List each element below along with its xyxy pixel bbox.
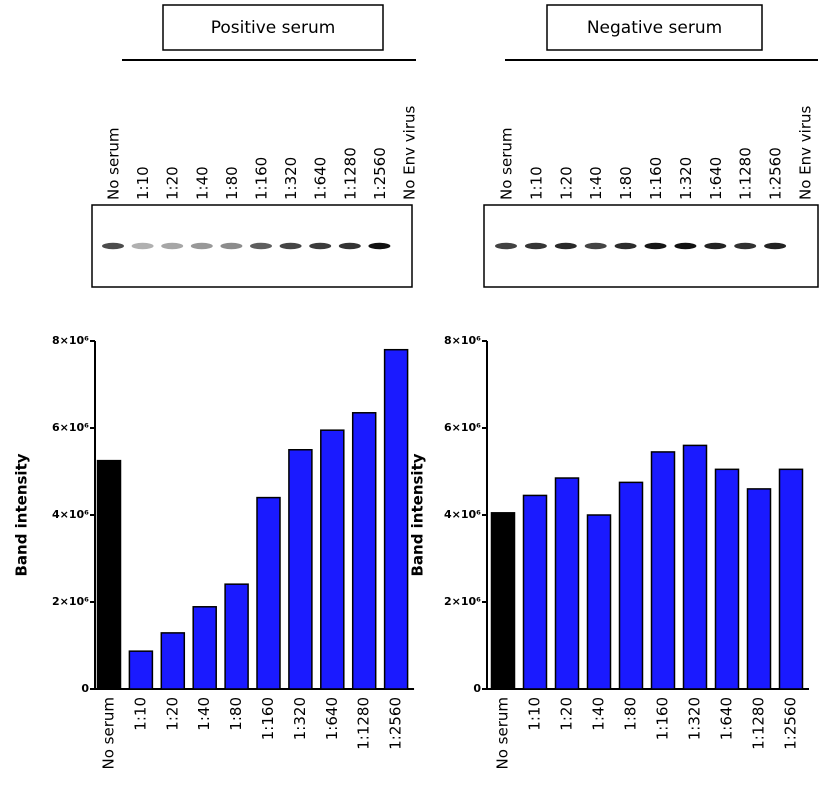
- lane-label: 1:20: [557, 166, 575, 200]
- bar: [193, 607, 216, 689]
- y-tick-label: 8×10⁶: [52, 334, 89, 347]
- figure: Positive serum No serum 1:10 1:20 1:40 1:80 1:…: [0, 0, 824, 793]
- blot-band: [132, 243, 154, 249]
- lane-label: 1:2560: [371, 147, 389, 200]
- bar: [716, 469, 739, 689]
- blot-band: [191, 243, 213, 249]
- blot-band: [220, 243, 242, 249]
- x-tick-label: 1:320: [291, 697, 309, 740]
- header-label: Positive serum: [211, 18, 336, 38]
- x-tick-label: 1:2560: [782, 697, 800, 750]
- blot-band: [764, 243, 786, 249]
- y-axis-title: Band intensity: [409, 453, 427, 576]
- bar: [780, 469, 803, 689]
- lane-label: 1:40: [193, 166, 211, 200]
- bar: [588, 515, 611, 689]
- y-tick-label: 6×10⁶: [444, 421, 481, 434]
- y-tick-label: 2×10⁶: [52, 595, 89, 608]
- bar: [492, 513, 515, 689]
- x-tick-label: 1:640: [718, 697, 736, 740]
- x-tick-label: 1:160: [259, 697, 277, 740]
- bar: [257, 498, 280, 689]
- lane-label: No serum: [498, 128, 516, 201]
- y-tick-label: 4×10⁶: [52, 508, 89, 521]
- x-tick-label: 1:20: [558, 697, 576, 731]
- x-tick-label: 1:80: [622, 697, 640, 731]
- bar: [289, 450, 312, 689]
- lane-label: 1:20: [164, 166, 182, 200]
- blot-band: [525, 243, 547, 249]
- x-tick-label: 1:10: [526, 697, 544, 731]
- y-tick-label: 0: [473, 682, 481, 695]
- blot-band: [280, 243, 302, 249]
- blot-band: [309, 243, 331, 249]
- bar: [129, 651, 152, 689]
- lane-label: 1:160: [253, 157, 271, 200]
- lane-label: 1:160: [647, 157, 665, 200]
- x-tick-label: 1:160: [654, 697, 672, 740]
- lane-label: 1:640: [707, 157, 725, 200]
- blot-band: [585, 243, 607, 249]
- blot-band: [339, 243, 361, 249]
- bar: [385, 350, 408, 689]
- lane-label: 1:1280: [341, 147, 359, 200]
- blot-band: [368, 243, 390, 249]
- lane-label: 1:10: [527, 166, 545, 200]
- blot-band: [704, 243, 726, 249]
- bar: [321, 430, 344, 689]
- x-tick-label: 1:40: [195, 697, 213, 731]
- lane-label: No Env virus: [401, 105, 419, 200]
- blot-band: [161, 243, 183, 249]
- lane-label: No Env virus: [797, 105, 815, 200]
- bar: [524, 495, 547, 689]
- bar: [620, 482, 643, 689]
- blot-band: [555, 243, 577, 249]
- x-tick-label: 1:10: [131, 697, 149, 731]
- bar: [684, 445, 707, 689]
- x-tick-label: 1:640: [323, 697, 341, 740]
- lane-label: 1:640: [312, 157, 330, 200]
- lane-label: 1:80: [223, 166, 241, 200]
- lane-label: No serum: [105, 128, 123, 201]
- blot-band: [645, 243, 667, 249]
- bar: [748, 489, 771, 689]
- lane-label: 1:80: [617, 166, 635, 200]
- blot-band: [674, 243, 696, 249]
- y-tick-label: 0: [81, 682, 89, 695]
- y-tick-label: 8×10⁶: [444, 334, 481, 347]
- x-tick-label: 1:2560: [387, 697, 405, 750]
- bar: [225, 584, 248, 689]
- x-tick-label: 1:20: [163, 697, 181, 731]
- bar: [98, 461, 121, 689]
- y-tick-label: 2×10⁶: [444, 595, 481, 608]
- y-axis-title: Band intensity: [13, 453, 31, 576]
- lane-label: 1:320: [677, 157, 695, 200]
- x-tick-label: 1:1280: [750, 697, 768, 750]
- lane-label: 1:320: [282, 157, 300, 200]
- lane-label: 1:1280: [737, 147, 755, 200]
- blot-band: [250, 243, 272, 249]
- lane-label: 1:2560: [767, 147, 785, 200]
- x-tick-label: 1:1280: [355, 697, 373, 750]
- x-tick-label: 1:80: [227, 697, 245, 731]
- bar: [652, 452, 675, 689]
- header-label: Negative serum: [587, 18, 722, 38]
- x-tick-label: No serum: [100, 697, 118, 770]
- x-tick-label: No serum: [494, 697, 512, 770]
- bar: [161, 633, 184, 689]
- blot-band: [734, 243, 756, 249]
- bar: [353, 413, 376, 689]
- x-tick-label: 1:320: [686, 697, 704, 740]
- lane-label: 1:10: [134, 166, 152, 200]
- blot-band: [102, 243, 124, 249]
- y-tick-label: 6×10⁶: [52, 421, 89, 434]
- lane-label: 1:40: [587, 166, 605, 200]
- x-tick-label: 1:40: [590, 697, 608, 731]
- blot-band: [495, 243, 517, 249]
- blot-band: [615, 243, 637, 249]
- bar: [556, 478, 579, 689]
- y-tick-label: 4×10⁶: [444, 508, 481, 521]
